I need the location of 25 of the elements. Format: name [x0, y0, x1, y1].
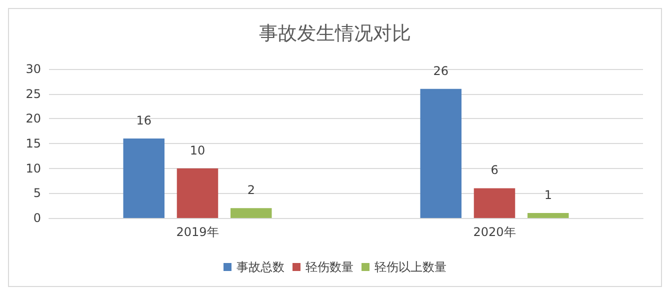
x-tick-label: 2019年	[176, 225, 219, 239]
y-tick-label: 15	[26, 136, 41, 150]
data-label: 1	[544, 188, 552, 202]
y-tick-label: 5	[33, 186, 41, 200]
bar	[230, 208, 272, 218]
x-tick-label: 2020年	[473, 225, 516, 239]
legend-label: 轻伤数量	[306, 260, 354, 274]
data-label: 6	[490, 163, 498, 178]
data-label: 26	[433, 64, 449, 78]
legend-label: 事故总数	[236, 260, 284, 274]
y-tick-label: 0	[33, 211, 41, 225]
bar	[176, 168, 218, 218]
bar	[528, 213, 569, 218]
y-tick-label: 10	[26, 161, 41, 176]
y-tick-label: 20	[26, 112, 41, 126]
y-tick-label: 30	[26, 62, 41, 76]
bar	[420, 88, 462, 218]
data-label: 16	[136, 114, 152, 128]
data-label: 10	[190, 143, 206, 158]
legend-label: 轻伤以上数量	[374, 260, 446, 274]
y-tick-label: 25	[26, 86, 41, 101]
chart-title: 事故发生情况对比	[259, 22, 411, 44]
bar	[474, 188, 516, 218]
bar	[123, 138, 164, 218]
data-label: 2	[247, 183, 255, 198]
